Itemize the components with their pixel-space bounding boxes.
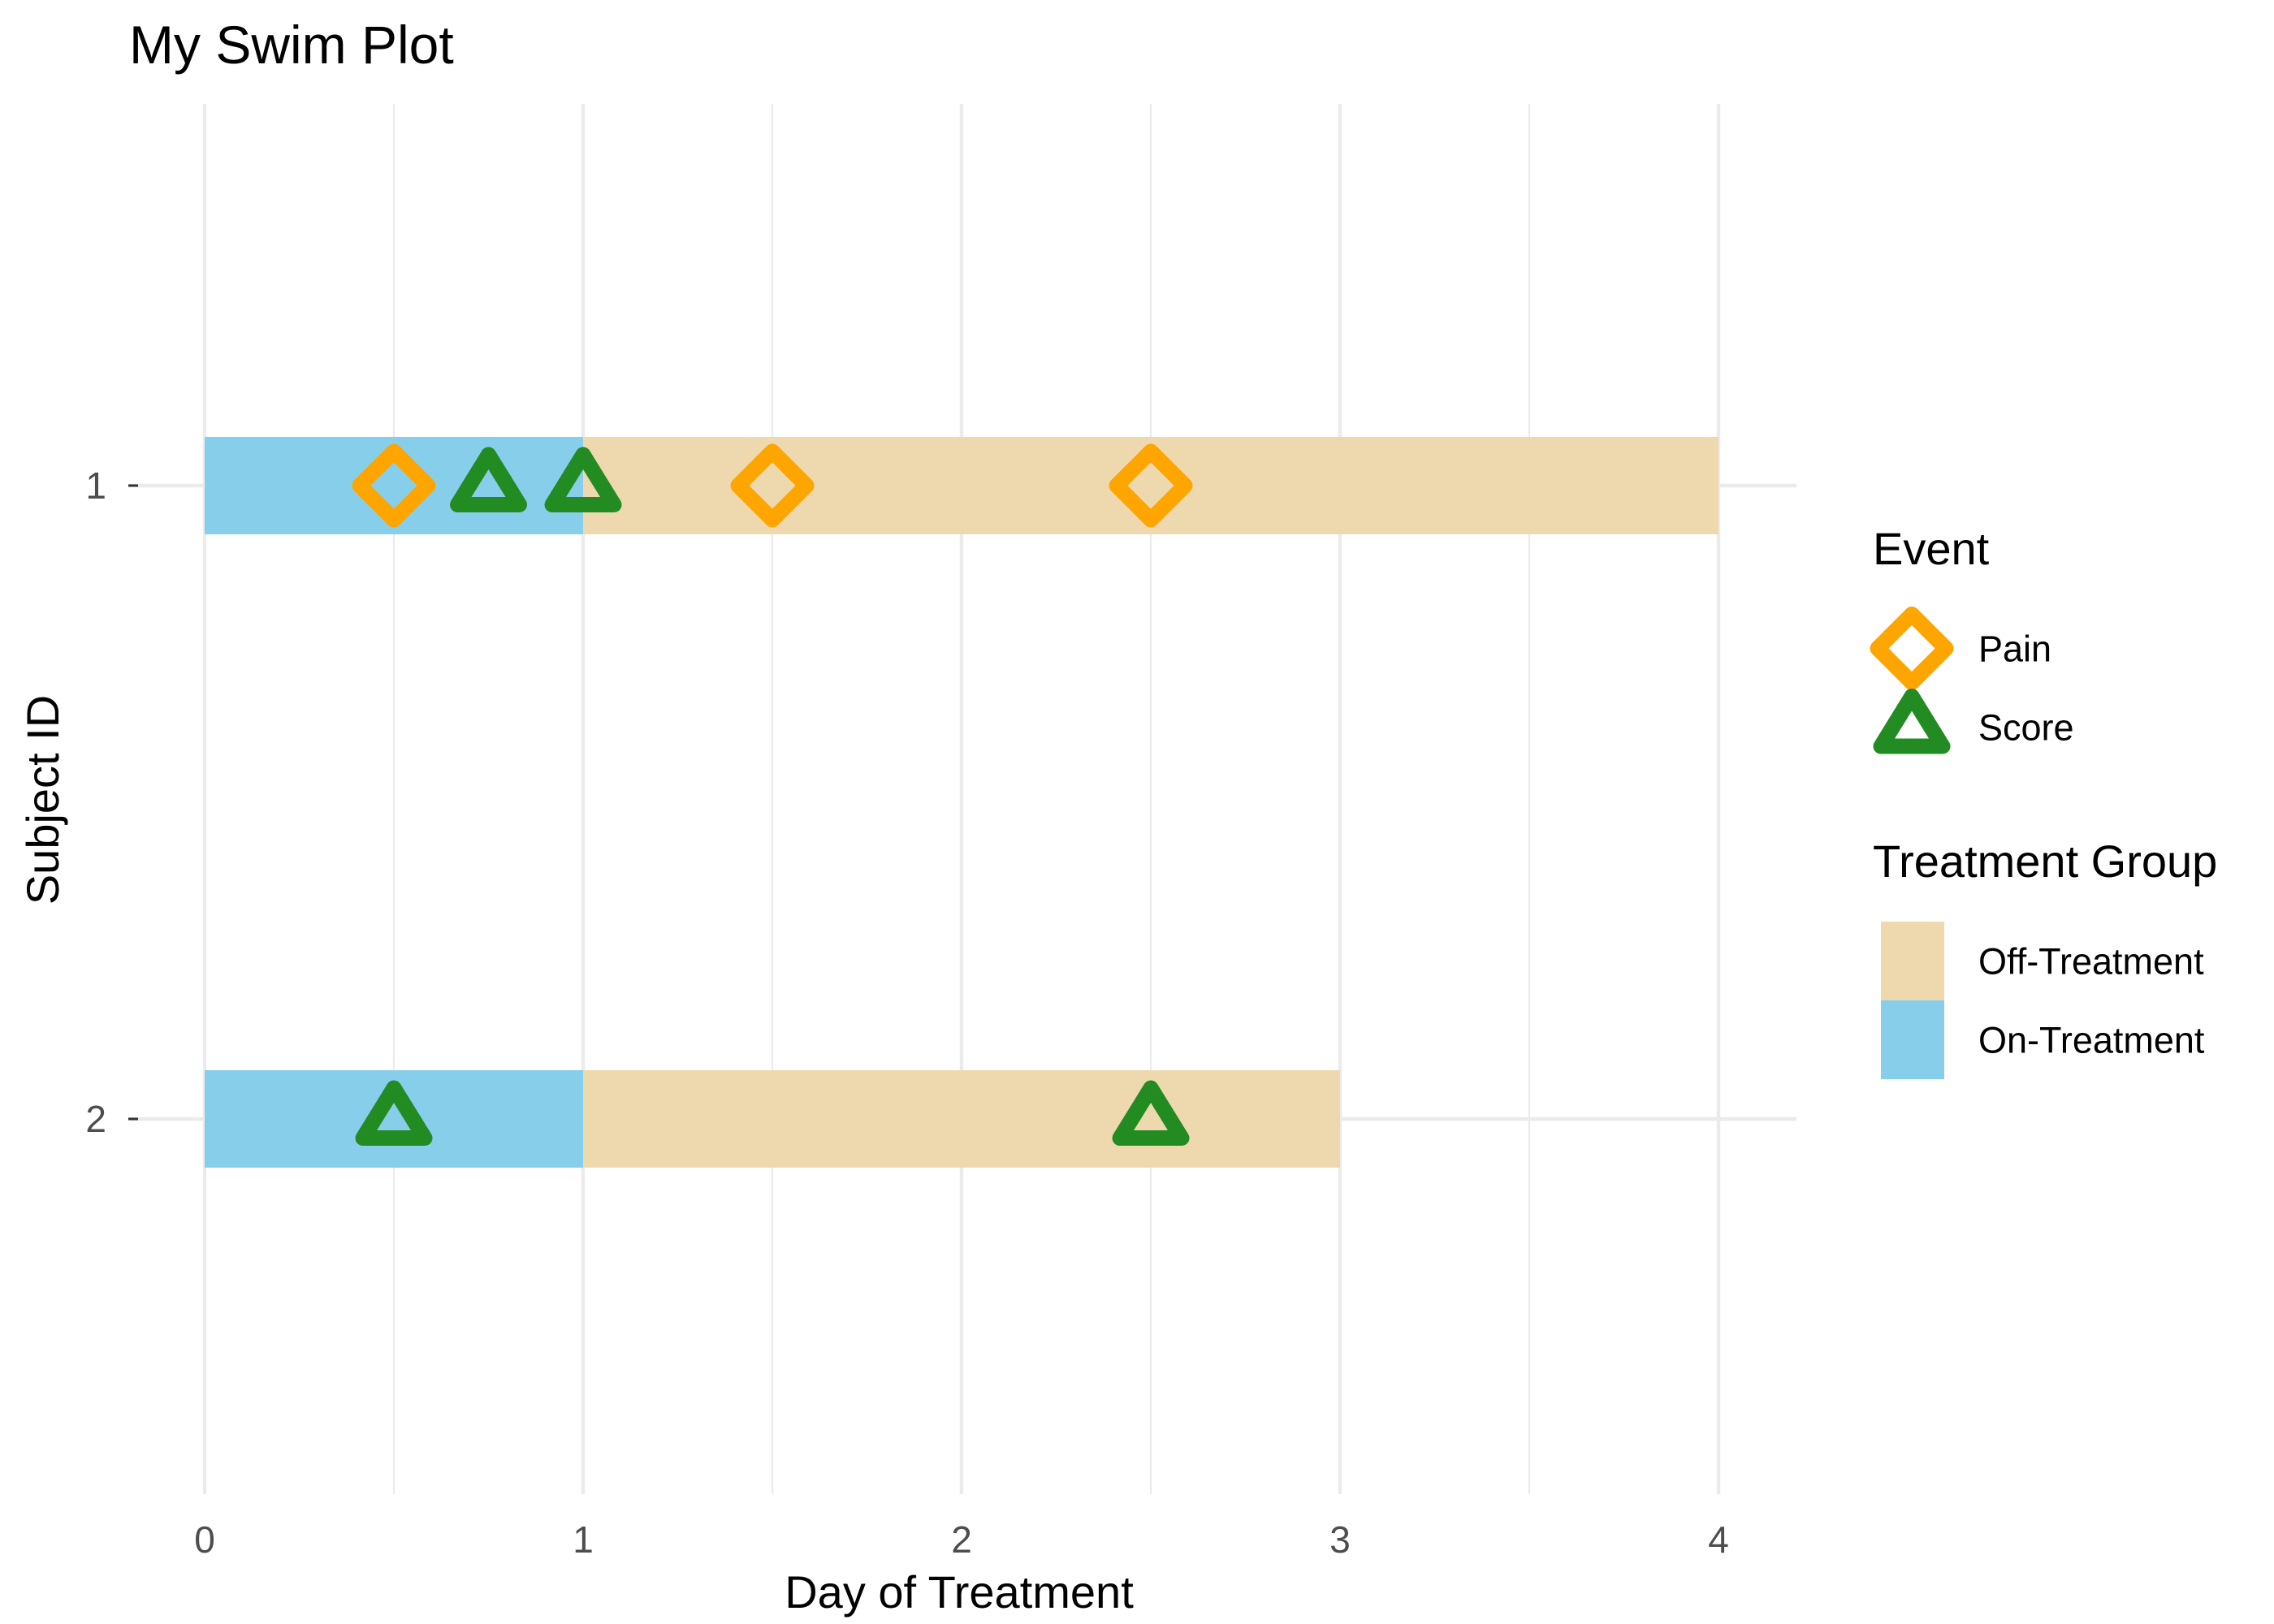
x-tick-label: 2 [951,1518,972,1561]
event-marker-pain [1109,443,1193,528]
legend-label: On-Treatment [1978,1020,2205,1061]
legend: Event Pain Score Treatment Group Off-Treatme… [1870,523,2217,1079]
event-marker-score [1112,1080,1190,1147]
x-tick-label: 0 [194,1518,215,1561]
x-tick-label: 4 [1708,1518,1729,1561]
legend-label: Pain [1978,628,2051,670]
legend-key-score [1873,689,1951,754]
chart-title: My Swim Plot [129,15,454,75]
y-axis-title: Subject ID [17,695,68,905]
event-marker-pain [352,443,436,528]
x-axis-title: Day of Treatment [785,1566,1134,1618]
legend-key-on-treatment [1881,1000,1944,1079]
legend-group: Event Pain Score [1870,523,2074,754]
legend-title: Event [1873,523,1990,574]
y-tick-label: 1 [85,464,106,507]
grid-lines [128,104,1796,1494]
bar-segment-off-treatment [583,1070,1340,1168]
event-marker-score [355,1080,433,1147]
legend-group: Treatment Group Off-Treatment On-Treatment [1873,836,2217,1079]
legend-key-off-treatment [1881,922,1944,1000]
axes: 0 1 2 3 4 1 2 [85,464,1728,1561]
y-tick-label: 2 [85,1098,106,1140]
x-tick-label: 1 [573,1518,594,1561]
event-marker-score [544,447,622,513]
event-marker-pain [730,443,815,528]
legend-label: Score [1978,707,2074,749]
event-markers [352,443,1193,1147]
legend-key-pain [1870,607,1954,690]
x-tick-label: 3 [1329,1518,1351,1561]
event-marker-score [450,447,527,513]
treatment-bars [205,437,1718,1168]
legend-title: Treatment Group [1873,836,2217,887]
legend-label: Off-Treatment [1978,941,2204,983]
